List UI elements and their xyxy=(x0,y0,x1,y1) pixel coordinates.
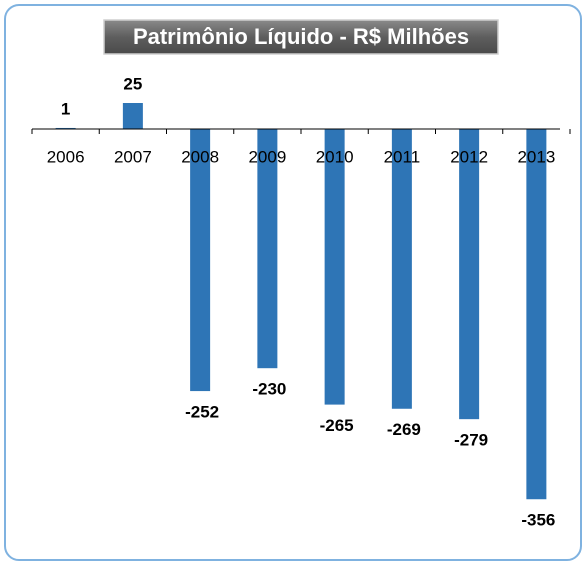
title-box xyxy=(103,19,499,55)
x-tick-label: 2006 xyxy=(47,147,85,166)
x-tick-label: 2008 xyxy=(181,147,219,166)
x-tick-label: 2012 xyxy=(450,147,488,166)
bar xyxy=(257,129,278,369)
x-tick-label: 2007 xyxy=(114,147,152,166)
value-label: -279 xyxy=(454,431,488,450)
value-label: -356 xyxy=(521,511,555,530)
bar xyxy=(391,129,412,409)
x-tick-label: 2010 xyxy=(316,147,354,166)
frame xyxy=(4,4,582,561)
value-label: -230 xyxy=(252,380,286,399)
value-label: -269 xyxy=(387,420,421,439)
bar xyxy=(122,103,143,129)
bar xyxy=(55,127,76,129)
value-label: -265 xyxy=(320,416,354,435)
bar xyxy=(190,129,211,392)
value-label: 25 xyxy=(123,74,142,93)
x-tick-label: 2011 xyxy=(384,147,421,166)
bar xyxy=(324,129,345,405)
bar xyxy=(459,129,480,420)
chart-title: Patrimônio Líquido - R$ Milhões xyxy=(133,24,469,49)
value-label: 1 xyxy=(61,99,70,118)
value-label: -252 xyxy=(185,403,219,422)
x-tick-label: 2013 xyxy=(517,147,555,166)
x-tick-label: 2009 xyxy=(248,147,286,166)
bar xyxy=(526,129,547,500)
